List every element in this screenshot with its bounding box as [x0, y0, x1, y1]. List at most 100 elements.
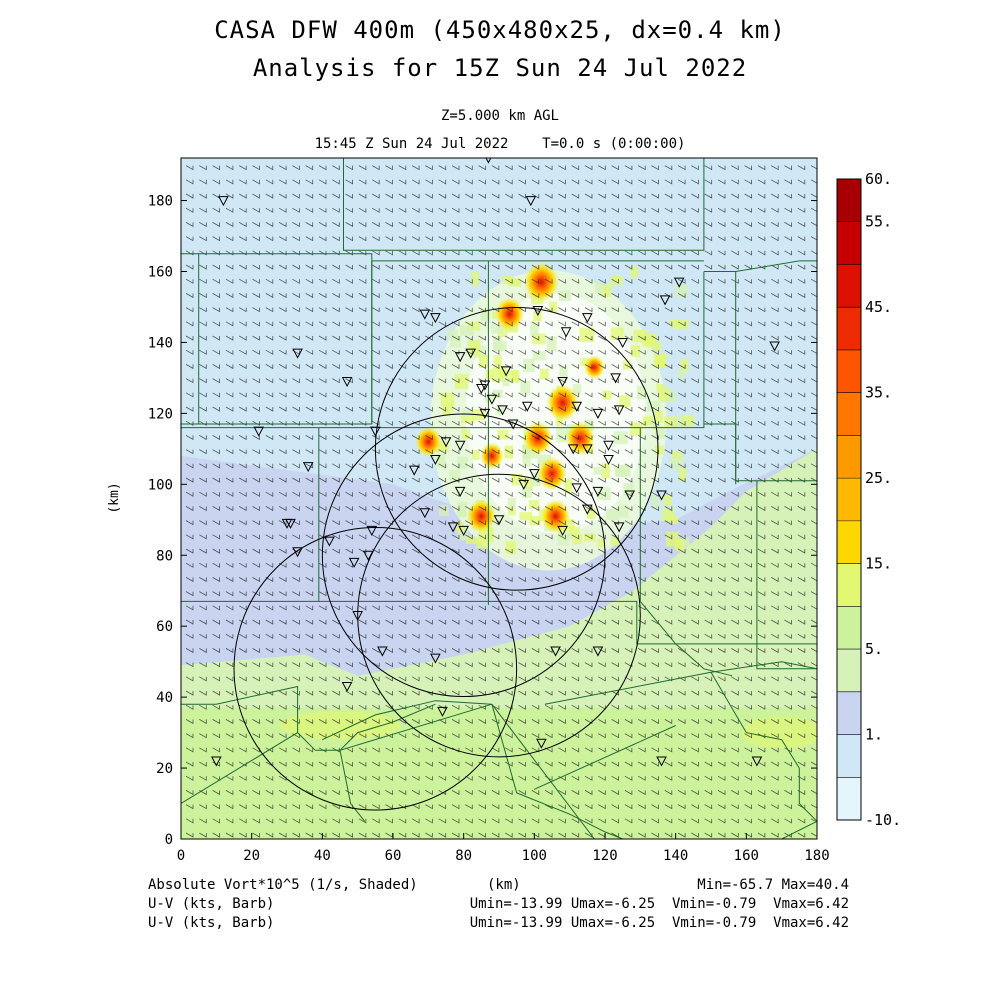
field-cell — [507, 506, 516, 516]
county-line — [343, 158, 705, 251]
field-cell — [564, 479, 573, 494]
field-cell — [493, 355, 502, 367]
station-marker — [656, 756, 667, 767]
station-marker — [458, 525, 469, 536]
field-green-area — [181, 448, 817, 708]
field-cell — [661, 508, 675, 522]
station-marker — [430, 653, 441, 664]
x-tick-label: 0 — [177, 848, 185, 864]
county-line — [756, 480, 817, 670]
y-tick-label: 40 — [156, 690, 173, 706]
field-cell — [593, 466, 604, 475]
field-cell — [547, 336, 557, 352]
field-cell — [528, 499, 539, 509]
colorbar-label: -10. — [865, 811, 901, 829]
field-cell — [523, 358, 535, 372]
station-marker — [292, 547, 303, 558]
colorbar-label: 25. — [865, 469, 892, 487]
station-marker — [341, 681, 353, 693]
county-line — [710, 672, 817, 822]
field-cell — [502, 377, 510, 387]
station-marker — [430, 313, 441, 324]
field-cell — [610, 537, 620, 546]
station-marker — [624, 490, 636, 501]
y-tick-label: 100 — [148, 477, 173, 493]
station-marker — [479, 380, 491, 391]
station-marker — [613, 522, 625, 533]
vorticity-maximum — [565, 420, 596, 456]
colorbar-swatch — [837, 691, 861, 735]
field-cell — [610, 275, 623, 285]
station-marker — [557, 525, 568, 536]
barb-stats-2: Umin=-13.99 Umax=-6.25 Vmin=-0.79 Vmax=6… — [469, 915, 849, 931]
station-marker — [525, 196, 537, 207]
field-cell — [674, 320, 689, 329]
colorbar-swatch — [837, 349, 861, 393]
station-marker — [571, 483, 583, 494]
radar-range-ring — [357, 473, 641, 758]
field-cell — [539, 368, 549, 380]
field-cell — [655, 445, 665, 455]
colorbar-swatch — [837, 649, 861, 692]
station-marker — [582, 444, 593, 455]
field-cell — [586, 508, 596, 519]
field-cell — [558, 290, 572, 301]
colorbar-swatch — [837, 520, 861, 564]
field-cell — [466, 536, 480, 545]
field-cell — [619, 395, 631, 408]
x-tick-label: 120 — [592, 848, 617, 864]
level-label: Z=5.000 km AGL — [440, 108, 559, 124]
field-cell — [532, 351, 546, 361]
x-tick-label: 40 — [314, 848, 331, 864]
field-cell — [658, 387, 670, 401]
colorbar-label: 45. — [865, 298, 892, 316]
station-marker — [408, 465, 420, 476]
field-cell — [519, 512, 532, 521]
vorticity-maximum — [540, 498, 571, 534]
field-cell — [572, 534, 583, 545]
station-marker — [341, 376, 353, 388]
colorbar-label: 5. — [865, 640, 883, 658]
field-cell — [471, 450, 480, 460]
field-cell — [594, 281, 603, 294]
station-marker — [292, 348, 303, 359]
station-marker — [521, 401, 533, 412]
field-cell — [522, 486, 532, 498]
field-cell — [678, 467, 687, 482]
field-cell — [597, 538, 605, 548]
station-marker — [592, 646, 604, 657]
field-cell — [601, 463, 610, 479]
station-marker — [582, 313, 593, 324]
field-cell — [522, 452, 531, 467]
vorticity-maximum — [523, 261, 560, 303]
station-marker — [324, 536, 335, 547]
colorbar-swatch — [837, 478, 861, 521]
colorbar-swatch — [837, 264, 861, 308]
field-cell — [569, 526, 580, 535]
field-cell — [449, 470, 461, 482]
colorbar-label: 35. — [865, 384, 892, 402]
field-cell — [498, 369, 508, 377]
vorticity-maximum — [522, 420, 553, 456]
shaded-field — [181, 158, 817, 839]
field-cell — [680, 414, 695, 427]
field-cell — [677, 368, 687, 378]
station-marker — [560, 327, 572, 338]
barb-stats-1: Umin=-13.99 Umax=-6.25 Vmin=-0.79 Vmax=6… — [469, 896, 849, 912]
county-line — [544, 661, 817, 705]
station-marker — [377, 646, 388, 657]
radar-range-ring — [374, 307, 659, 591]
field-cell — [446, 328, 458, 338]
field-yellow-patch — [280, 711, 400, 740]
field-cell — [630, 345, 641, 357]
field-cell — [439, 505, 449, 517]
field-cell — [557, 526, 567, 538]
field-cell — [619, 504, 629, 518]
station-marker — [518, 479, 530, 490]
station-marker — [659, 295, 671, 306]
field-cell — [485, 369, 494, 379]
station-marker — [592, 486, 604, 497]
field-cell — [450, 335, 462, 348]
station-marker — [500, 366, 512, 377]
x-unit-label: (km) — [487, 877, 521, 893]
